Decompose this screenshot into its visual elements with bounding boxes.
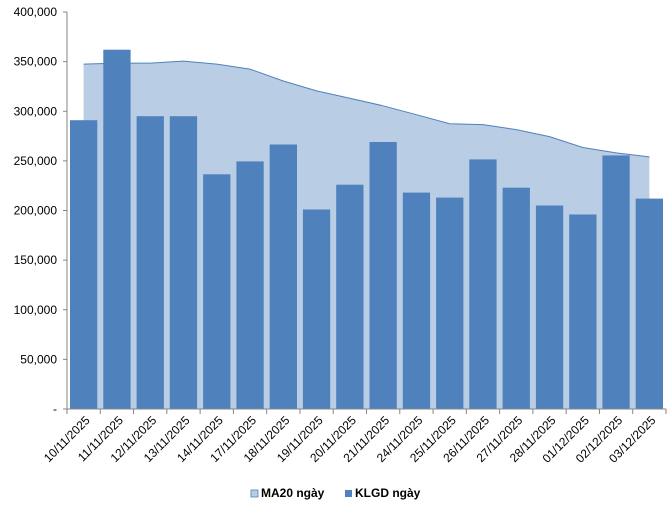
klgd-bar — [602, 155, 630, 409]
plot-area — [70, 49, 663, 409]
y-tick-label: 250,000 — [14, 154, 58, 168]
y-tick-label: 150,000 — [14, 253, 58, 267]
legend-label-klgd: KLGD ngày — [355, 486, 421, 500]
ma20-area — [83, 61, 650, 409]
klgd-bar — [169, 116, 198, 409]
ma20-line — [83, 60, 650, 158]
y-tick-label: 200,000 — [14, 204, 58, 218]
klgd-bar — [535, 205, 564, 409]
klgd-bar — [336, 184, 364, 409]
klgd-bar — [502, 187, 530, 409]
klgd-bar — [402, 192, 431, 409]
klgd-bar — [203, 174, 231, 409]
klgd-bar — [269, 144, 297, 409]
y-tick-label: 100,000 — [14, 303, 58, 317]
legend: MA20 ngày KLGD ngày — [250, 486, 421, 500]
y-tick-label: 400,000 — [14, 5, 58, 19]
y-axis: - 50,000 100,000 150,000 200,000 250,000 300,0… — [14, 5, 68, 416]
y-tick-label: 50,000 — [20, 352, 57, 366]
legend-swatch-klgd — [345, 490, 352, 497]
x-axis: 10/11/202511/11/202512/11/202513/11/2025… — [41, 408, 667, 466]
y-tick-label: 350,000 — [14, 55, 58, 69]
klgd-bar — [635, 198, 663, 409]
klgd-bar — [103, 49, 131, 409]
y-tick-label: - — [53, 402, 57, 416]
legend-swatch-ma20 — [250, 489, 259, 498]
klgd-bar — [70, 120, 98, 409]
klgd-bar — [469, 159, 497, 409]
klgd-bar — [436, 197, 464, 409]
klgd-bar — [369, 142, 397, 409]
klgd-bar — [569, 214, 597, 409]
klgd-bar — [236, 161, 264, 409]
y-tick-label: 300,000 — [14, 104, 58, 118]
legend-label-ma20: MA20 ngày — [261, 486, 325, 500]
klgd-bar — [302, 209, 331, 409]
klgd-bar — [136, 116, 164, 409]
